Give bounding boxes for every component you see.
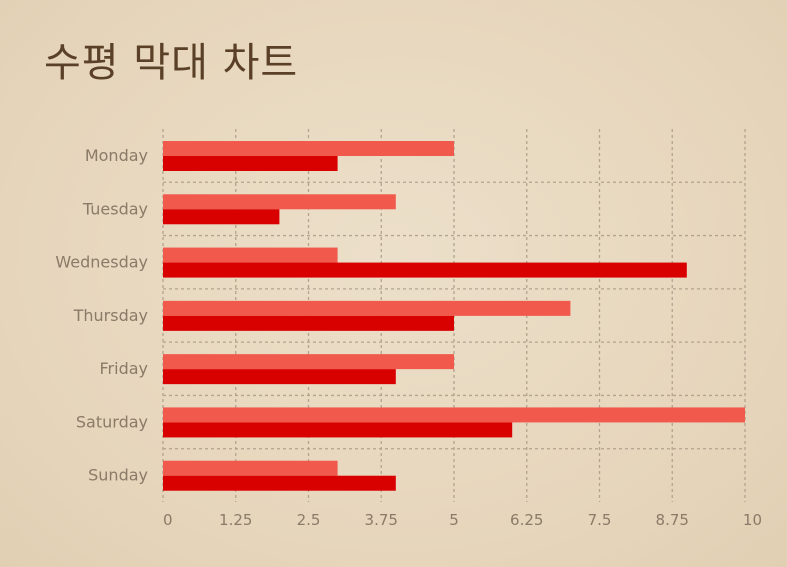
bar-saturday-series-1: [163, 407, 745, 423]
category-label-thursday: Thursday: [73, 306, 148, 325]
bar-thursday-series-1: [163, 300, 571, 316]
bars: [163, 141, 745, 491]
x-tick-label: 6.25: [510, 511, 543, 529]
category-labels: Monday Tuesday Wednesday Thursday Friday Satu…: [55, 146, 148, 485]
x-tick-label: 10: [743, 511, 762, 529]
category-label-friday: Friday: [100, 359, 149, 378]
bar-wednesday-series-1: [163, 247, 338, 263]
category-label-saturday: Saturday: [76, 412, 148, 431]
bar-sunday-series-2: [163, 475, 396, 491]
bar-thursday-series-2: [163, 315, 454, 331]
bar-tuesday-series-2: [163, 209, 280, 225]
bar-saturday-series-2: [163, 422, 513, 438]
chart-title: 수평 막대 차트: [44, 40, 299, 86]
bar-monday-series-1: [163, 141, 454, 156]
category-label-monday: Monday: [85, 146, 148, 165]
x-tick-label: 5: [449, 511, 459, 529]
category-label-sunday: Sunday: [88, 466, 148, 485]
x-tick-label: 0: [163, 511, 173, 529]
bar-friday-series-1: [163, 354, 454, 370]
category-label-tuesday: Tuesday: [82, 199, 148, 218]
bar-sunday-series-1: [163, 460, 338, 476]
category-label-wednesday: Wednesday: [55, 253, 148, 272]
x-tick-labels: 0 1.25 2.5 3.75 5 6.25 7.5 8.75 10: [163, 511, 762, 529]
bar-monday-series-2: [163, 156, 338, 171]
x-tick-label: 3.75: [365, 511, 398, 529]
bar-tuesday-series-1: [163, 194, 396, 210]
bar-wednesday-series-2: [163, 262, 687, 278]
x-tick-label: 7.5: [588, 511, 612, 529]
bar-friday-series-2: [163, 369, 396, 385]
x-tick-label: 2.5: [297, 511, 321, 529]
x-tick-label: 1.25: [219, 511, 252, 529]
x-tick-label: 8.75: [656, 511, 689, 529]
